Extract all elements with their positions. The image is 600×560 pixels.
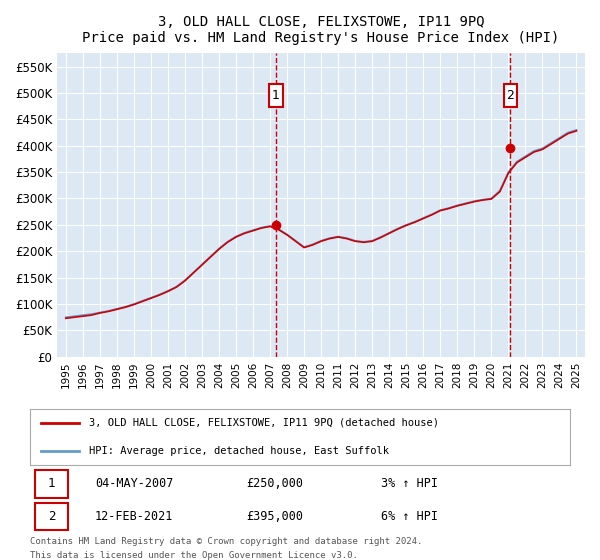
Text: 2: 2 [48, 510, 55, 523]
FancyBboxPatch shape [35, 470, 68, 498]
Text: 3, OLD HALL CLOSE, FELIXSTOWE, IP11 9PQ (detached house): 3, OLD HALL CLOSE, FELIXSTOWE, IP11 9PQ … [89, 418, 439, 428]
Title: 3, OLD HALL CLOSE, FELIXSTOWE, IP11 9PQ
Price paid vs. HM Land Registry's House : 3, OLD HALL CLOSE, FELIXSTOWE, IP11 9PQ … [82, 15, 560, 45]
Text: 1: 1 [272, 89, 280, 102]
Text: 1: 1 [48, 477, 55, 490]
Text: Contains HM Land Registry data © Crown copyright and database right 2024.: Contains HM Land Registry data © Crown c… [30, 538, 422, 547]
Text: This data is licensed under the Open Government Licence v3.0.: This data is licensed under the Open Gov… [30, 551, 358, 560]
Text: £395,000: £395,000 [246, 510, 303, 523]
Text: £250,000: £250,000 [246, 477, 303, 490]
Text: 12-FEB-2021: 12-FEB-2021 [95, 510, 173, 523]
Text: HPI: Average price, detached house, East Suffolk: HPI: Average price, detached house, East… [89, 446, 389, 456]
FancyBboxPatch shape [503, 84, 517, 107]
FancyBboxPatch shape [269, 84, 283, 107]
Text: 04-MAY-2007: 04-MAY-2007 [95, 477, 173, 490]
FancyBboxPatch shape [35, 503, 68, 530]
Text: 6% ↑ HPI: 6% ↑ HPI [381, 510, 438, 523]
Text: 3% ↑ HPI: 3% ↑ HPI [381, 477, 438, 490]
Text: 2: 2 [506, 89, 514, 102]
